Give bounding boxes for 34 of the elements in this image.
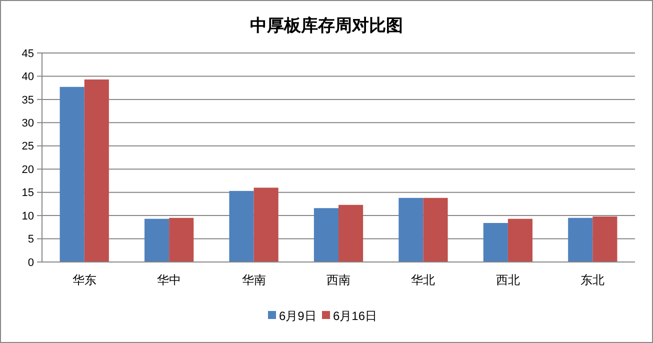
- x-tick-label: 东北: [580, 273, 605, 287]
- bar: [338, 204, 364, 262]
- x-tick-label: 华中: [157, 273, 182, 287]
- x-tick-label: 西南: [326, 273, 350, 287]
- x-tick-label: 华南: [242, 273, 266, 287]
- legend-label: 6月16日: [333, 309, 378, 323]
- y-tick-label: 45: [22, 48, 34, 60]
- legend-label: 6月9日: [279, 309, 316, 323]
- bar: [483, 222, 508, 262]
- bar: [314, 208, 338, 262]
- bar: [423, 198, 448, 262]
- bar: [508, 218, 532, 262]
- chart-title: 中厚板库存周对比图: [250, 16, 403, 35]
- bar: [60, 86, 84, 262]
- bar: [592, 216, 618, 262]
- y-tick-label: 40: [22, 71, 34, 84]
- y-tick-label: 5: [28, 234, 34, 246]
- bar: [144, 218, 170, 262]
- y-tick-label: 25: [22, 140, 34, 153]
- y-tick-label: 35: [22, 94, 34, 106]
- x-tick-label: 西北: [496, 273, 520, 287]
- bar: [169, 218, 194, 262]
- y-tick-label: 0: [28, 256, 34, 269]
- bar: [229, 190, 254, 262]
- y-tick-label: 30: [22, 118, 34, 130]
- x-tick-label: 华北: [411, 273, 436, 287]
- bar: [84, 79, 109, 262]
- y-tick-label: 20: [22, 164, 34, 176]
- x-tick-label: 华东: [72, 273, 96, 287]
- bar: [568, 218, 593, 262]
- bar: [254, 188, 278, 262]
- y-tick-label: 10: [22, 210, 34, 222]
- y-tick-label: 15: [22, 187, 34, 200]
- bar: [398, 198, 424, 262]
